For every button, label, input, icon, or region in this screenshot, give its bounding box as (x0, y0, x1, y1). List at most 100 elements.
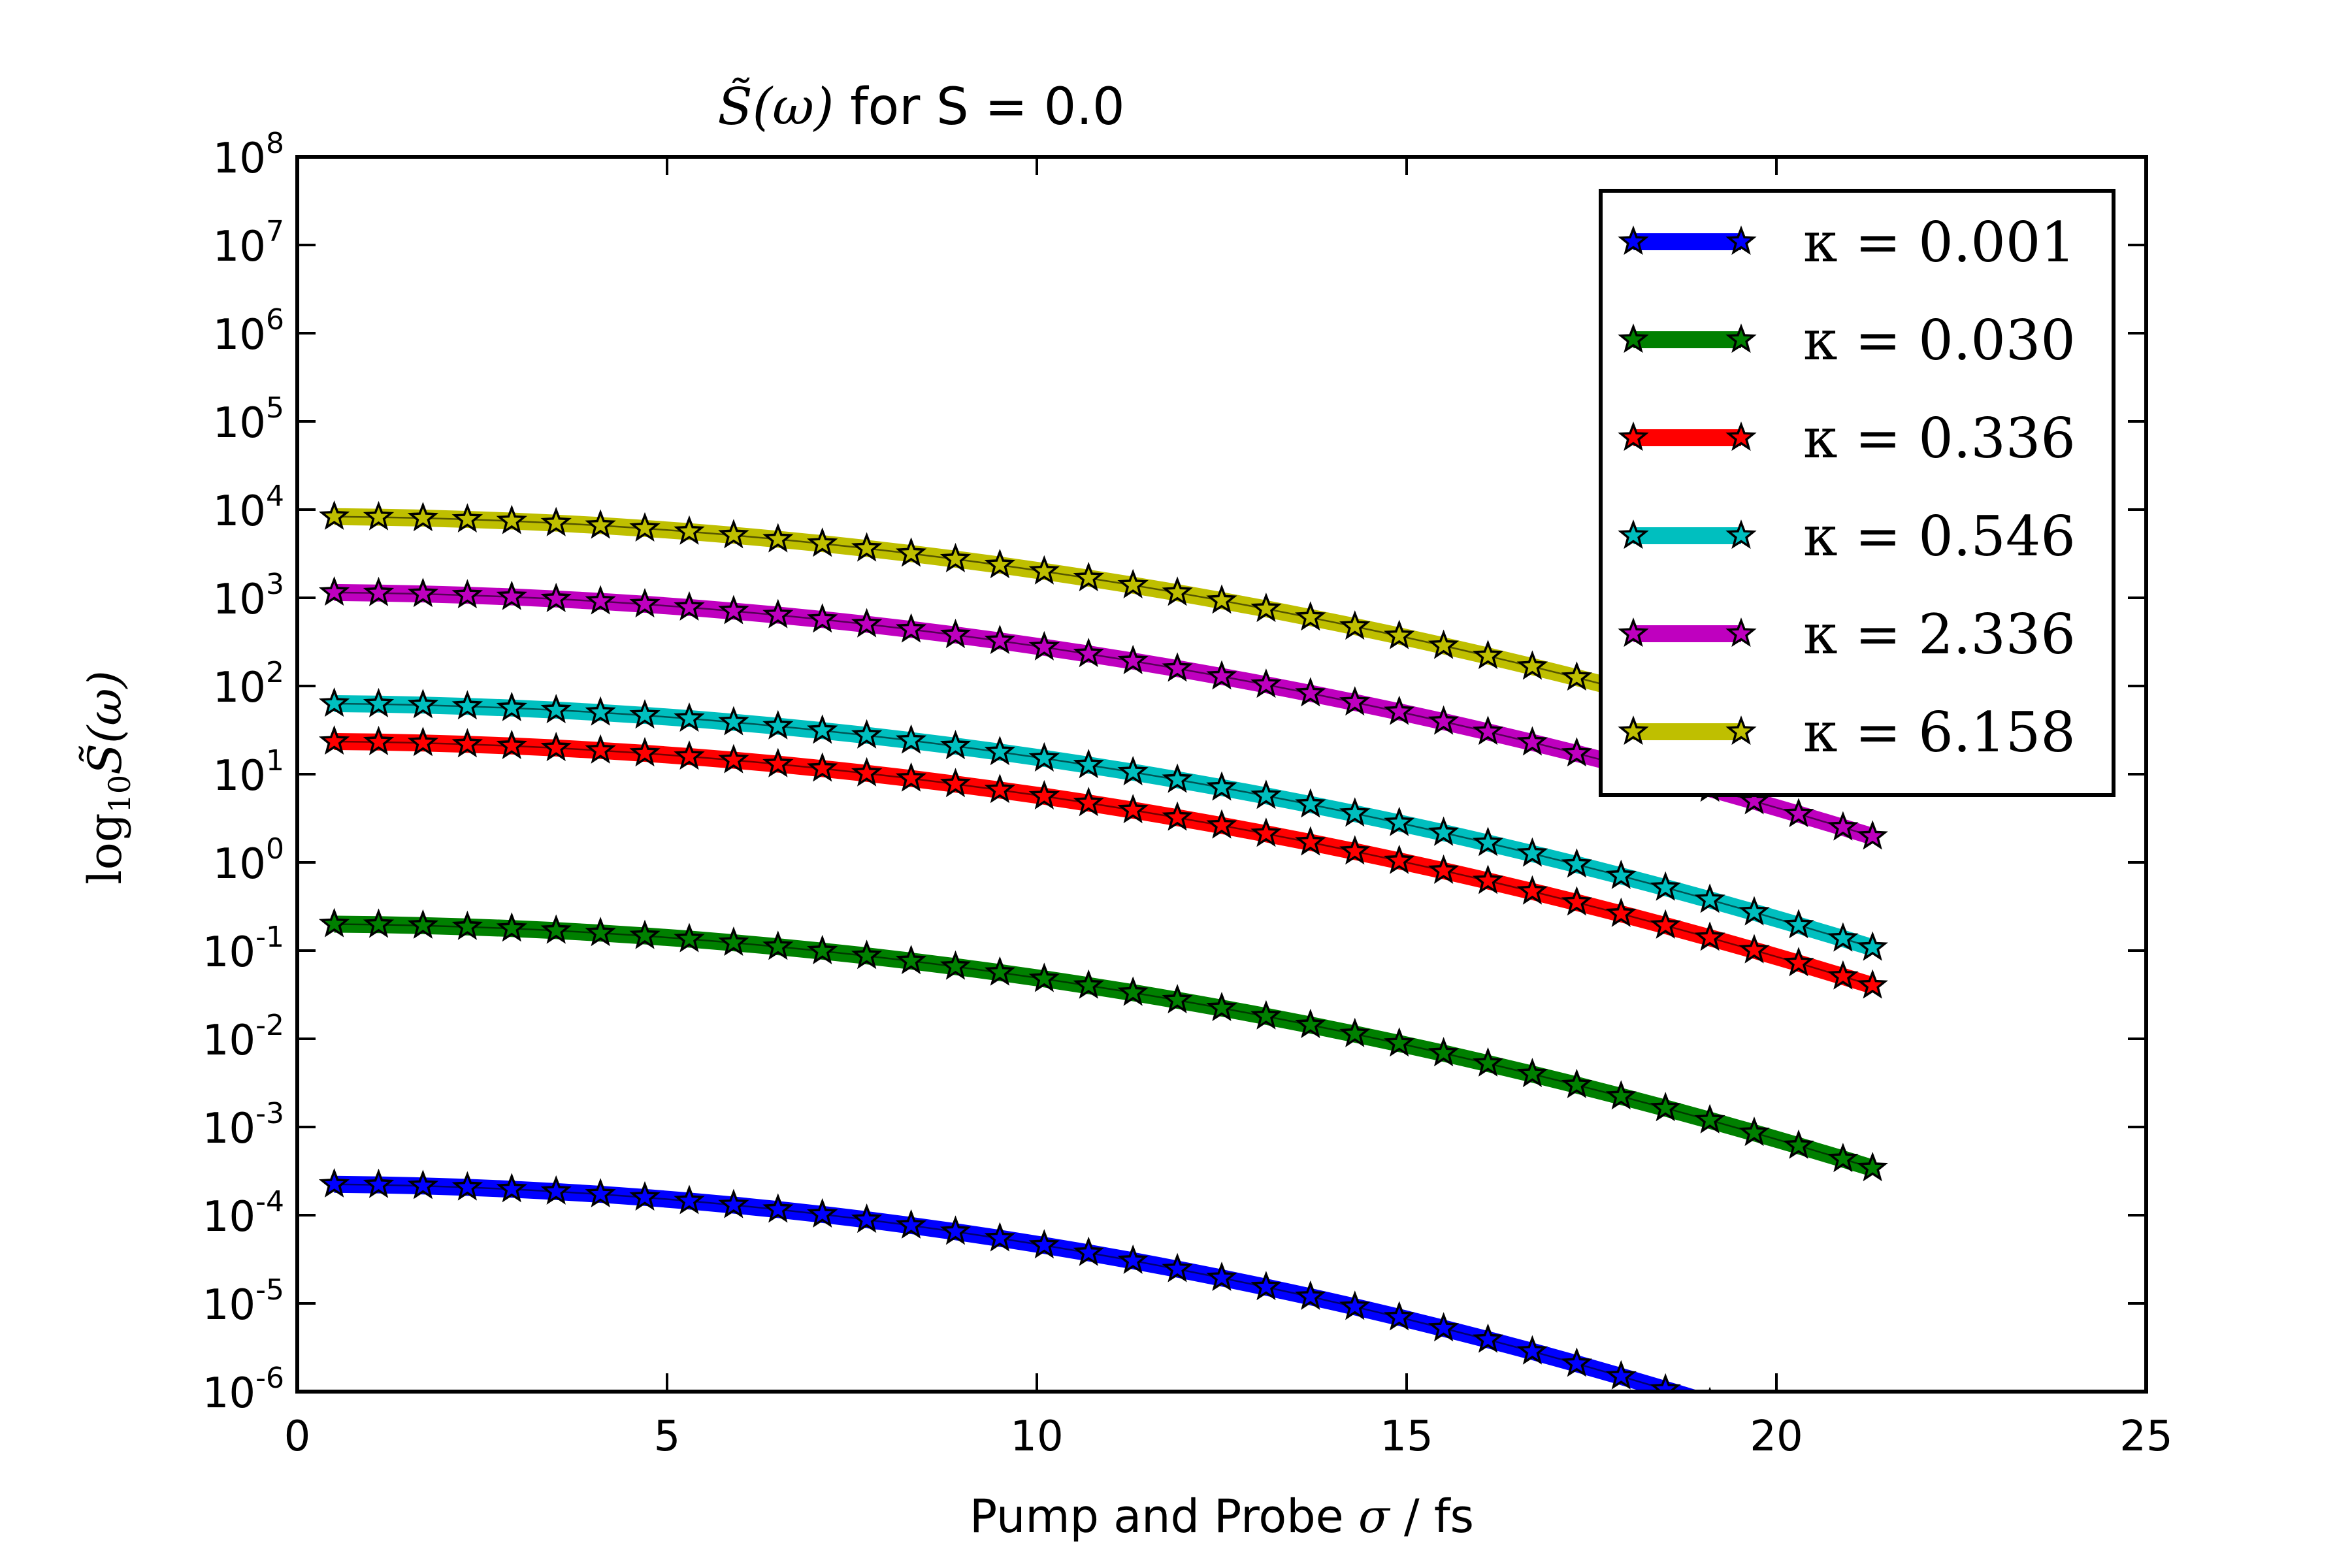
series-marker (1857, 820, 1888, 850)
series-marker (1117, 644, 1149, 675)
y-tick-label: 107 (213, 215, 284, 271)
series-marker (1516, 650, 1548, 680)
series-marker (984, 1222, 1016, 1252)
y-tick-label: 10-2 (203, 1009, 284, 1065)
series-marker (540, 693, 572, 724)
series-marker (1516, 726, 1548, 756)
series-marker (851, 608, 883, 638)
chart-title: S̃(ω) for S = 0.0 (717, 76, 1124, 137)
series-marker (1561, 848, 1593, 878)
series-marker (762, 523, 794, 553)
series-marker (1339, 797, 1371, 827)
series-marker (1783, 798, 1814, 828)
series-marker (1516, 1058, 1548, 1088)
series-marker (318, 500, 350, 530)
series-marker (407, 502, 439, 532)
plot-frame (295, 155, 2148, 1394)
series-marker (1428, 1312, 1460, 1342)
series-marker (1650, 1092, 1681, 1122)
y-tick-label: 104 (213, 480, 284, 536)
series-marker (674, 740, 705, 770)
series-marker (363, 908, 395, 938)
series-clip-group (318, 500, 1888, 1392)
series-marker (851, 757, 883, 787)
series-marker (540, 506, 572, 536)
series-marker (496, 912, 527, 942)
y-tick-label: 108 (213, 127, 284, 183)
series-marker (1694, 921, 1725, 951)
y-tick-label: 106 (213, 303, 284, 359)
series-marker (762, 930, 794, 960)
y-tick-label: 102 (213, 656, 284, 712)
ticks-layer: 0 5 10 15 20 25 10-6 10-5 10-4 10-3 10-2 10-1 100 101… (203, 127, 2173, 1461)
series-marker (1472, 640, 1504, 670)
series-marker (318, 725, 350, 755)
series-marker (1605, 897, 1637, 927)
legend-label: κ = 0.001 (1803, 210, 2076, 274)
legend-marker (1725, 617, 1757, 647)
series-marker (1650, 871, 1681, 901)
y-tick-label: 101 (213, 744, 284, 800)
series-marker (718, 595, 749, 625)
series-marker (629, 512, 661, 542)
series-marker (1117, 794, 1149, 824)
series-marker (1028, 779, 1060, 809)
series-marker (1384, 1301, 1415, 1331)
series-marker (1827, 922, 1859, 952)
series-marker (674, 923, 705, 953)
legend-marker (1618, 519, 1649, 549)
series-marker (1561, 737, 1593, 767)
series-marker (1472, 826, 1504, 857)
series-marker (496, 729, 527, 759)
legend-label: κ = 0.336 (1803, 406, 2076, 470)
series-marker (1384, 695, 1415, 725)
series-marker (762, 710, 794, 740)
series-marker (762, 598, 794, 629)
series-marker (674, 702, 705, 732)
series-marker (851, 532, 883, 562)
series-0 (318, 1168, 1712, 1392)
series-marker (718, 926, 749, 956)
series-marker (1694, 1103, 1725, 1134)
series-marker (1857, 969, 1888, 999)
x-tick-label: 0 (284, 1413, 311, 1461)
series-marker (1117, 976, 1149, 1006)
series-marker (363, 500, 395, 531)
series-marker (1472, 1047, 1504, 1077)
series-marker (1428, 1037, 1460, 1067)
legend-label: κ = 0.030 (1803, 308, 2076, 372)
series-layer (318, 500, 1888, 1392)
series-marker (585, 734, 616, 764)
series-marker (363, 725, 395, 755)
series-marker (1516, 1335, 1548, 1365)
series-marker (1117, 568, 1149, 598)
series-marker (1162, 763, 1193, 793)
series-3 (318, 687, 1888, 961)
series-marker (1295, 677, 1326, 707)
series-marker (718, 743, 749, 774)
series-marker (585, 585, 616, 615)
series-marker (1605, 859, 1637, 889)
series-marker (1028, 742, 1060, 772)
series-marker (1250, 779, 1282, 809)
series-marker (1339, 1017, 1371, 1047)
series-marker (1073, 969, 1104, 999)
x-axis-label: Pump and Probe σ / fs (970, 1490, 1474, 1543)
legend-label: κ = 6.158 (1803, 700, 2076, 764)
y-axis-label: log10S̃(ω) (78, 670, 137, 885)
x-tick-label: 15 (1380, 1413, 1433, 1461)
series-marker (1073, 787, 1104, 817)
legend-entry: κ = 0.336 (1618, 406, 2076, 470)
legend-marker (1618, 323, 1649, 353)
series-marker (363, 1168, 395, 1198)
series-marker (1783, 1129, 1814, 1159)
series-marker (496, 691, 527, 721)
series-marker (1516, 875, 1548, 905)
series-marker (318, 576, 350, 606)
y-tick-label: 10-5 (203, 1273, 284, 1330)
series-marker (1472, 715, 1504, 745)
series-marker (629, 587, 661, 618)
series-marker (1206, 584, 1237, 614)
series-marker (1250, 817, 1282, 847)
